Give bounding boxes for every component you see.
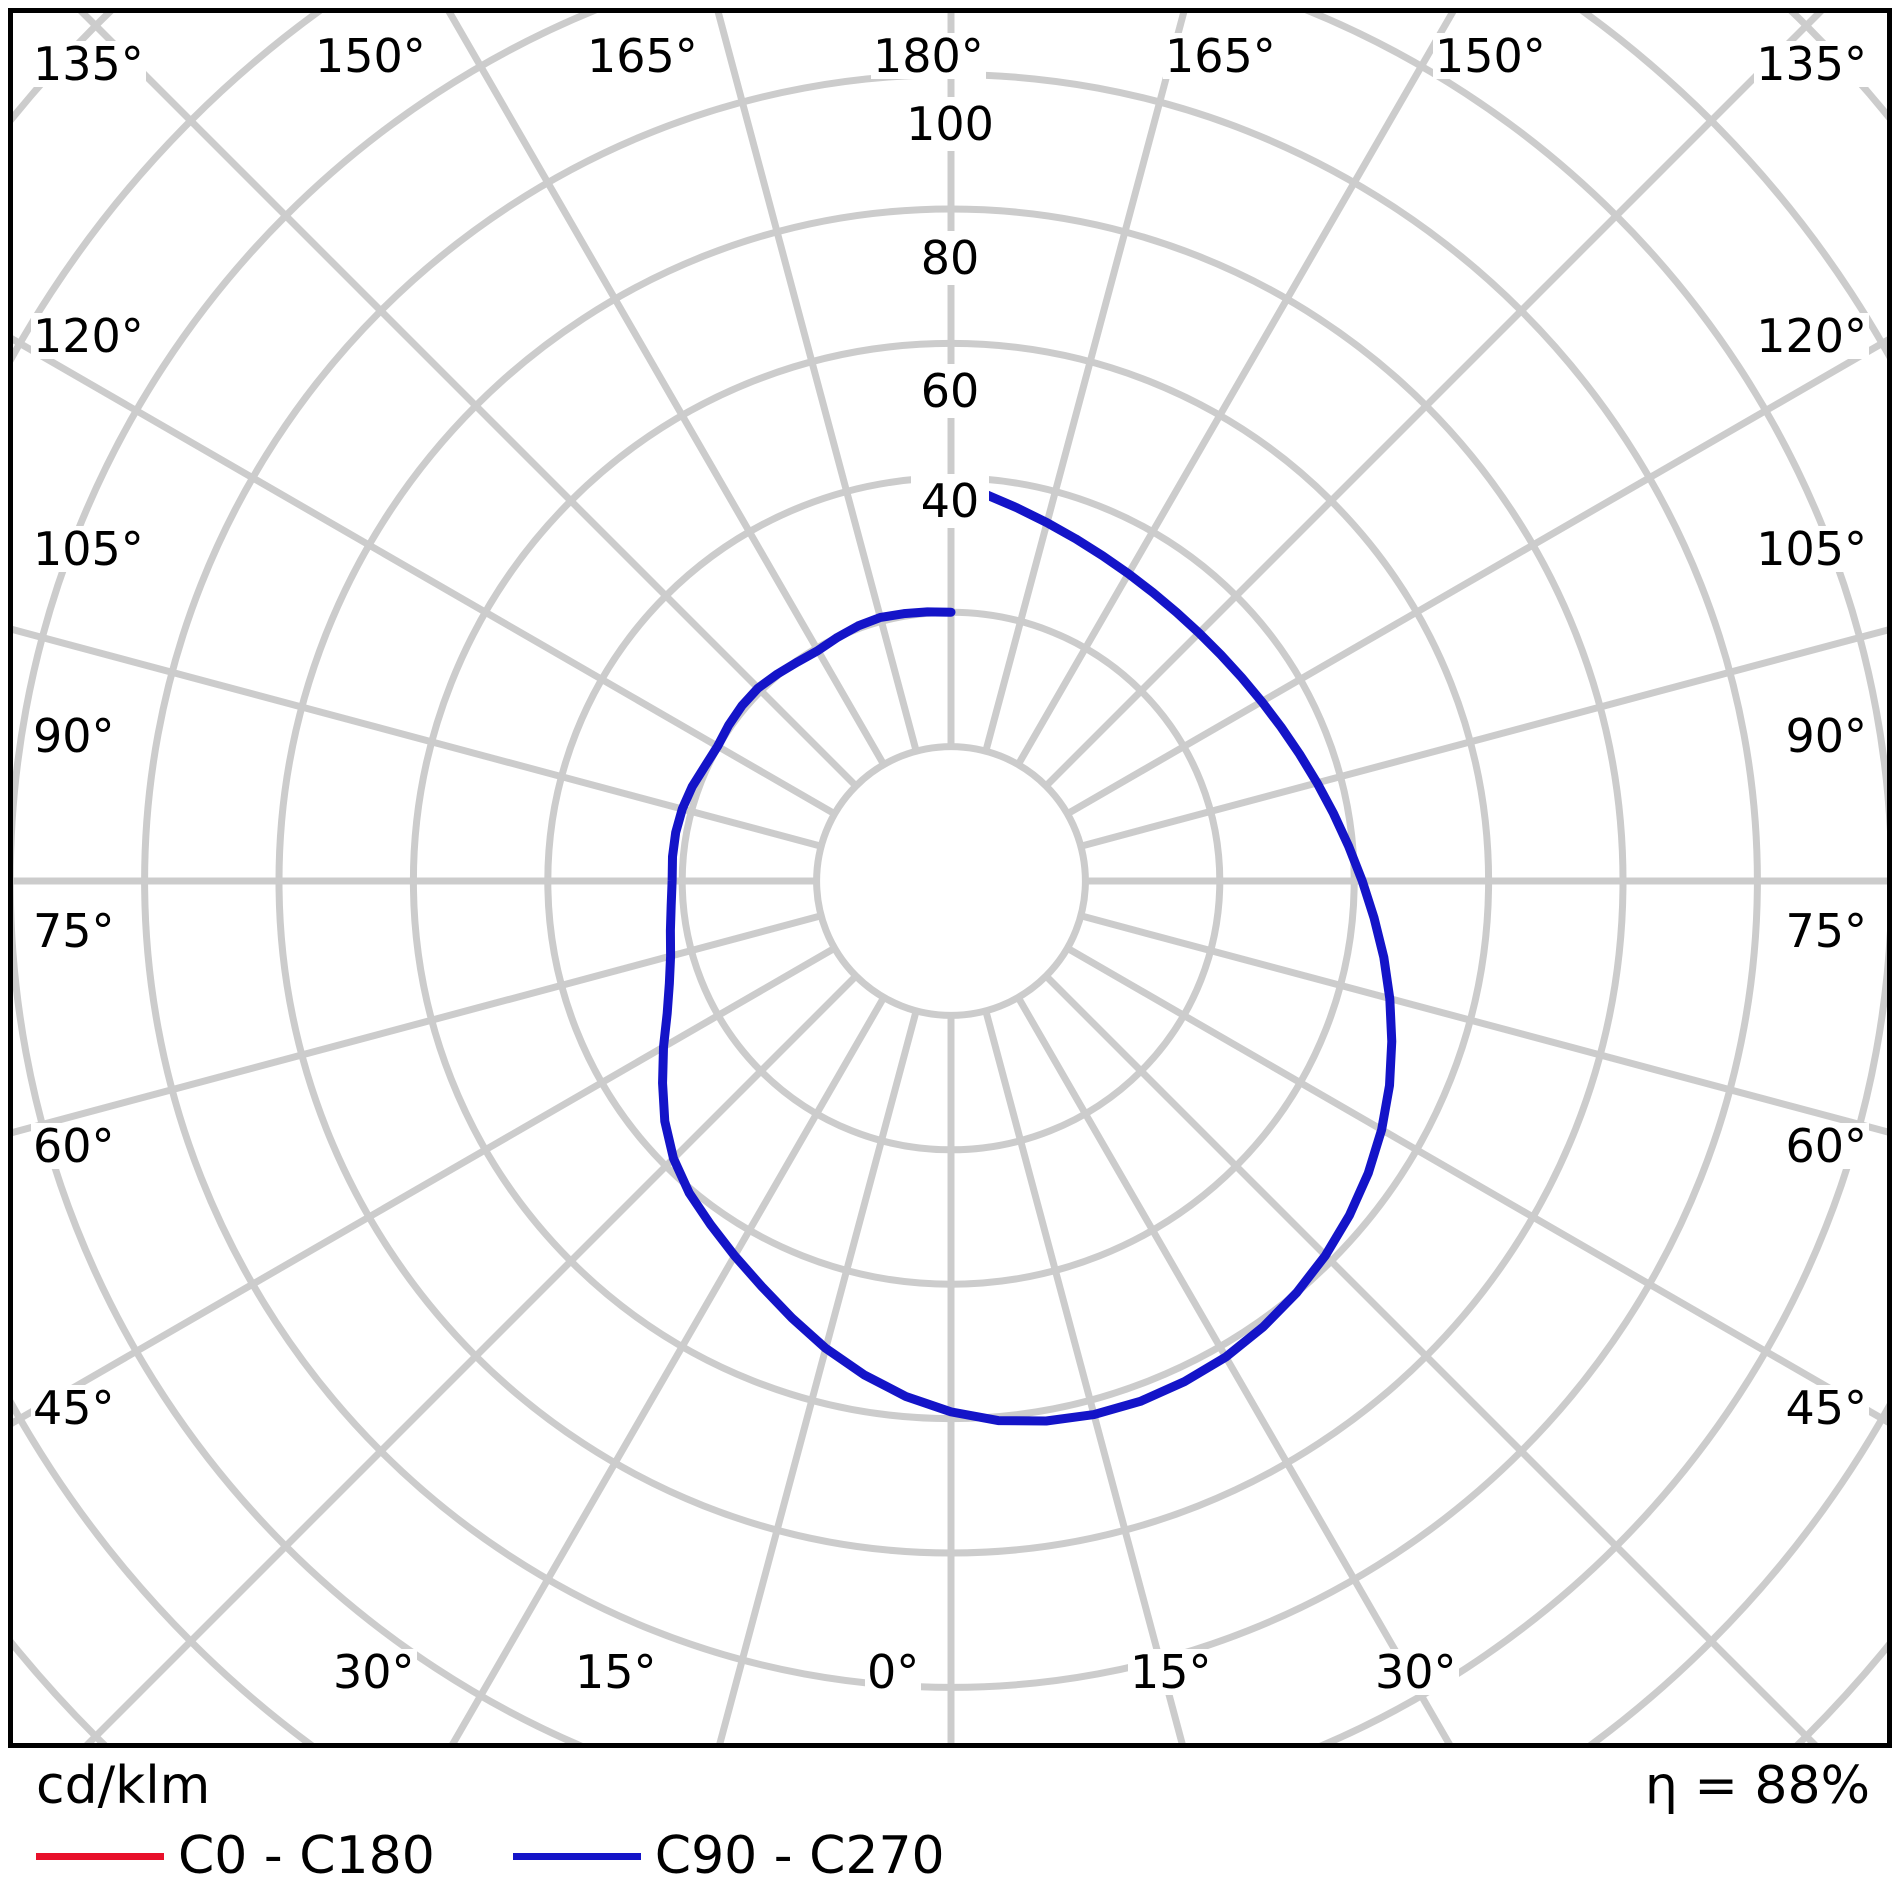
angle-label-right-0: 135° (1754, 37, 1869, 91)
radial-tick-label: 40 (910, 474, 990, 528)
legend-entries: C0 - C180 C90 - C270 (36, 1830, 1023, 1882)
legend-area: cd/klm η = 88% C0 - C180 C90 - C270 (0, 1752, 1900, 1900)
angle-label-left-4: 75° (31, 904, 117, 958)
angle-label-left-5: 60° (31, 1119, 117, 1173)
angle-label-bottom-2: 0° (865, 1645, 922, 1699)
radial-tick-label: 100 (896, 97, 1004, 151)
angle-label-left-6: 45° (31, 1381, 117, 1435)
legend-label-0: C0 - C180 (178, 1826, 435, 1886)
radial-tick-40: 40 (13, 474, 1887, 528)
angle-label-bottom-0: 30° (331, 1645, 417, 1699)
angle-label-bottom-3: 15° (1128, 1645, 1214, 1699)
legend-swatch-1 (512, 1852, 641, 1860)
plot-frame: 135° 120° 105° 90° 75° 60° 45° 135° 120° 105° 90° 7… (8, 8, 1892, 1748)
angle-label-right-3: 90° (1783, 709, 1869, 763)
angle-label-left-0: 135° (31, 37, 146, 91)
angle-label-top-1: 165° (585, 29, 700, 83)
angle-label-left-3: 90° (31, 709, 117, 763)
angle-label-right-5: 60° (1783, 1119, 1869, 1173)
angle-label-top-4: 150° (1433, 29, 1548, 83)
angle-label-left-2: 105° (31, 522, 146, 576)
angle-label-right-6: 45° (1783, 1381, 1869, 1435)
radial-tick-label: 80 (910, 231, 990, 285)
angle-label-right-1: 120° (1754, 309, 1869, 363)
angle-label-top-2: 180° (871, 29, 986, 83)
legend-swatch-0 (36, 1852, 164, 1860)
angle-label-bottom-1: 15° (573, 1645, 659, 1699)
radial-tick-label: 60 (910, 364, 990, 418)
angle-label-bottom-4: 30° (1373, 1645, 1459, 1699)
legend-label-1: C90 - C270 (654, 1826, 945, 1886)
legend-item-0[interactable]: C0 - C180 (36, 1830, 435, 1882)
curve-c90-c270 (658, 477, 1397, 1426)
radial-tick-80: 80 (13, 231, 1887, 285)
angle-label-top-0: 150° (313, 29, 428, 83)
radial-tick-60: 60 (13, 364, 1887, 418)
angle-label-top-3: 165° (1163, 29, 1278, 83)
polar-plot-svg (13, 13, 1887, 1743)
angle-label-right-4: 75° (1783, 904, 1869, 958)
radial-tick-100: 100 (13, 97, 1887, 151)
legend-item-1[interactable]: C90 - C270 (512, 1826, 945, 1886)
angle-label-left-1: 120° (31, 309, 146, 363)
angle-label-right-2: 105° (1754, 522, 1869, 576)
angular-spokes (13, 13, 1887, 1743)
data-curves (658, 477, 1397, 1426)
unit-label: cd/klm (36, 1756, 211, 1816)
polar-grid-and-curves (13, 13, 1887, 1743)
efficiency-label: η = 88% (1644, 1756, 1870, 1816)
